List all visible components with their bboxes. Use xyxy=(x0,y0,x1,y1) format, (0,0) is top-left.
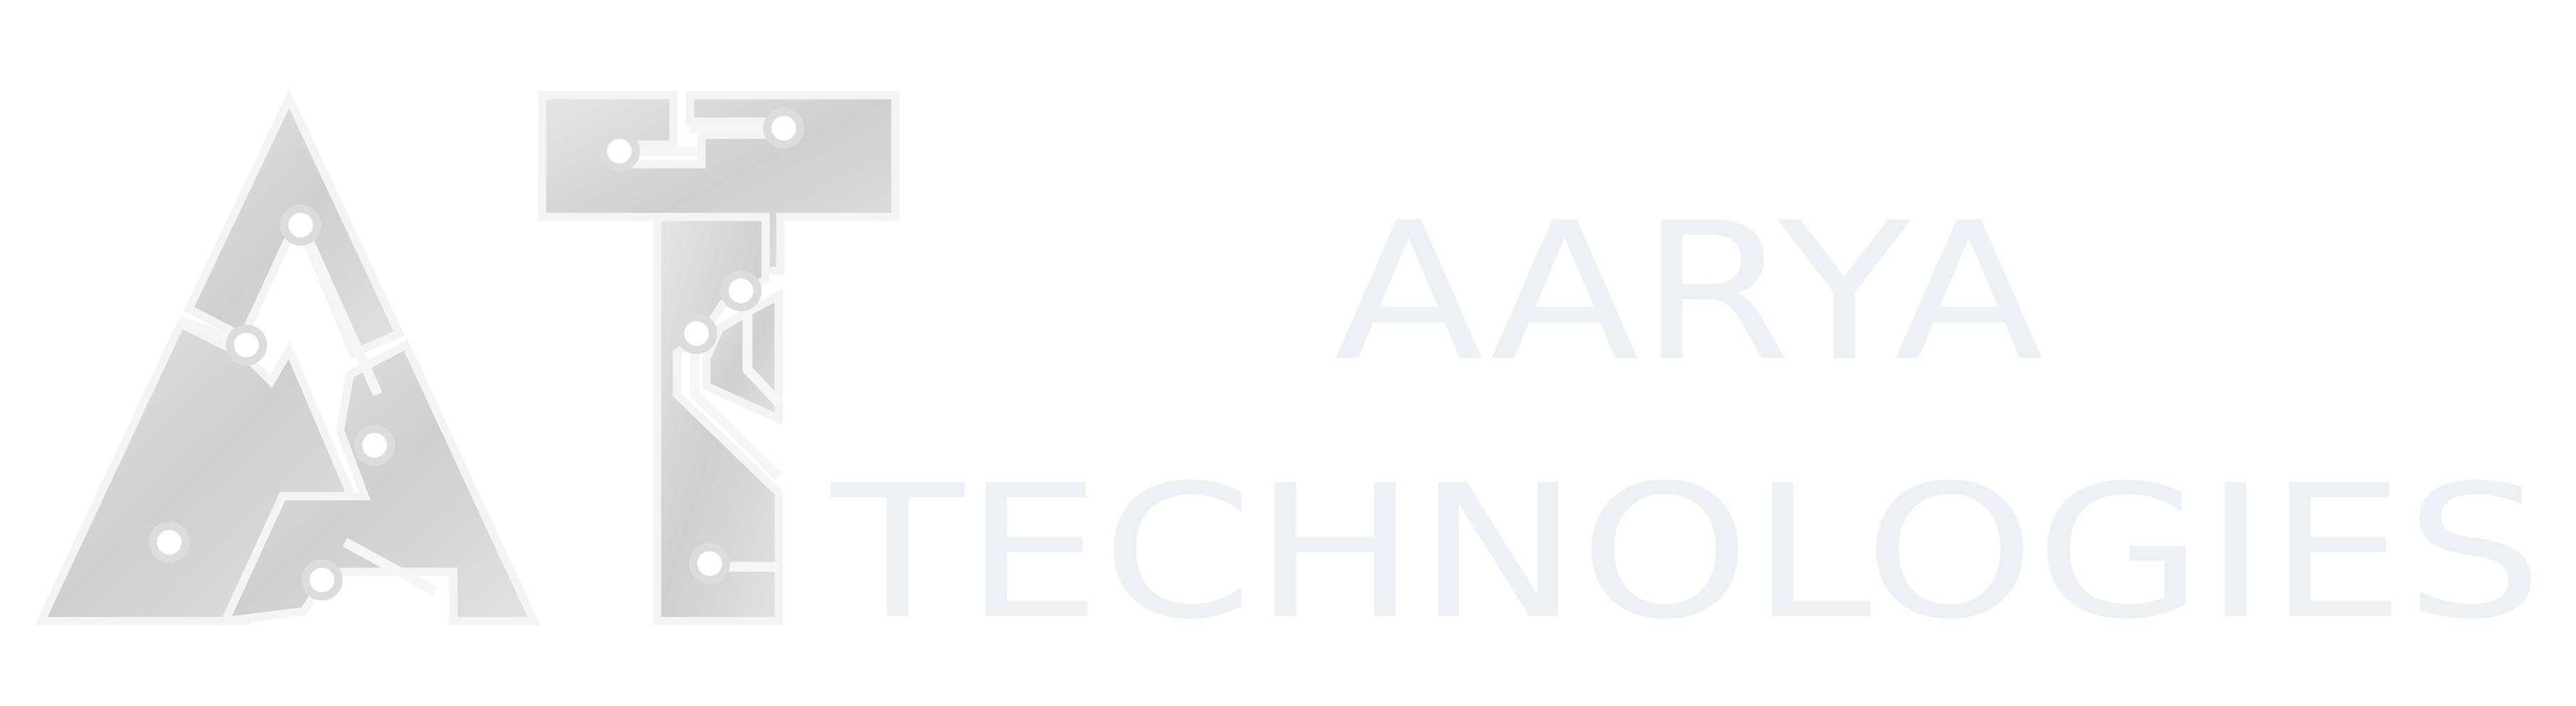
circuit-node xyxy=(148,521,190,563)
circuit-node xyxy=(720,270,762,312)
monogram xyxy=(34,89,899,626)
circuit-node xyxy=(226,324,268,366)
circuit-node xyxy=(689,542,731,584)
circuit-node xyxy=(301,559,343,601)
brand-name: AARYA xyxy=(1334,181,2044,404)
circuit-node xyxy=(763,107,805,149)
circuit-node xyxy=(676,312,717,354)
circuit-node xyxy=(280,204,322,246)
circuit-trace xyxy=(179,123,786,596)
circuit-node xyxy=(598,130,640,172)
brand-tagline: TECHNOLOGIES xyxy=(828,446,2543,660)
circuit-node xyxy=(354,424,396,466)
